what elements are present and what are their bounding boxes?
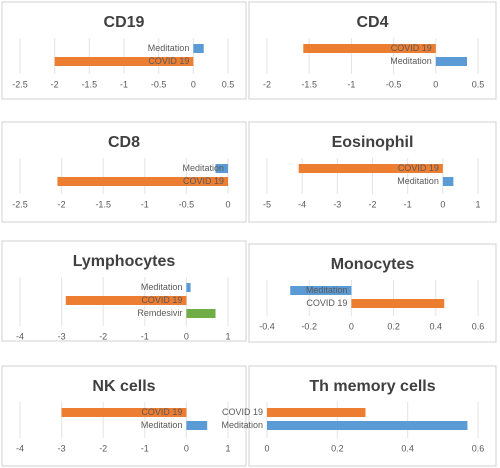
- chart-title: CD4: [356, 14, 388, 31]
- bar: [186, 421, 208, 430]
- x-tick-label: -1.5: [301, 79, 317, 89]
- x-tick-label: -0.5: [151, 79, 167, 89]
- x-tick-label: 0: [433, 79, 438, 89]
- x-tick-label: -1: [120, 79, 128, 89]
- category-label: COVID 19: [183, 176, 224, 186]
- bar: [186, 283, 191, 292]
- x-tick-label: -2: [99, 331, 107, 341]
- bar: [186, 309, 216, 318]
- x-tick-label: 1: [475, 199, 480, 209]
- x-tick-label: -5: [263, 199, 271, 209]
- category-label: COVID 19: [222, 407, 263, 417]
- x-tick-label: -3: [58, 331, 66, 341]
- category-label: COVID 19: [141, 295, 182, 305]
- x-tick-label: 0.6: [472, 443, 485, 453]
- x-tick-label: 0.5: [472, 79, 485, 89]
- x-tick-label: -4: [298, 199, 306, 209]
- bar: [442, 177, 454, 186]
- chart-title: Lymphocytes: [73, 253, 176, 270]
- category-label: Meditation: [306, 285, 348, 295]
- category-label: COVID 19: [398, 163, 439, 173]
- bar: [57, 177, 228, 186]
- x-tick-label: -2: [99, 443, 107, 453]
- category-label: COVID 19: [306, 298, 347, 308]
- x-tick-label: -4: [16, 443, 24, 453]
- category-label: Meditation: [390, 56, 432, 66]
- x-tick-label: -2.5: [12, 79, 28, 89]
- panel: [1, 121, 247, 223]
- category-label: Meditation: [141, 282, 183, 292]
- x-tick-label: -2: [263, 79, 271, 89]
- bar: [65, 296, 187, 305]
- x-tick-label: -0.4: [259, 321, 275, 331]
- chart-title: NK cells: [92, 378, 155, 395]
- x-tick-label: -2.5: [12, 199, 28, 209]
- x-tick-label: -0.5: [179, 199, 195, 209]
- x-tick-label: 0: [225, 199, 230, 209]
- bar: [61, 408, 187, 417]
- chart-title: Th memory cells: [309, 378, 435, 395]
- x-tick-label: 0: [440, 199, 445, 209]
- chart-title: CD19: [104, 14, 145, 31]
- x-tick-label: -4: [16, 331, 24, 341]
- category-label: COVID 19: [391, 43, 432, 53]
- x-tick-label: 0: [191, 79, 196, 89]
- bar: [54, 57, 194, 66]
- category-label: Meditation: [182, 163, 224, 173]
- x-tick-label: 0: [184, 331, 189, 341]
- bar: [267, 408, 366, 417]
- x-tick-label: 0.5: [222, 79, 235, 89]
- x-tick-label: -0.2: [301, 321, 317, 331]
- x-tick-label: -3: [58, 443, 66, 453]
- x-tick-label: -2: [51, 79, 59, 89]
- category-label: COVID 19: [148, 56, 189, 66]
- x-tick-label: 0.6: [472, 321, 485, 331]
- x-tick-label: 0: [264, 443, 269, 453]
- x-tick-label: -1.5: [82, 79, 98, 89]
- chart-title: Monocytes: [331, 256, 415, 273]
- bar: [303, 44, 436, 53]
- x-tick-label: -1: [347, 79, 355, 89]
- x-tick-label: -1: [141, 331, 149, 341]
- x-tick-label: 1: [225, 443, 230, 453]
- x-tick-label: -2: [368, 199, 376, 209]
- x-tick-label: -1: [141, 199, 149, 209]
- bar: [193, 44, 204, 53]
- x-tick-label: -1: [141, 443, 149, 453]
- x-tick-label: 0.2: [387, 321, 400, 331]
- x-tick-label: -0.5: [386, 79, 402, 89]
- x-tick-label: 1: [225, 331, 230, 341]
- bar: [267, 421, 468, 430]
- category-label: Remdesivir: [137, 308, 182, 318]
- x-tick-label: 0.4: [401, 443, 414, 453]
- panel: [248, 243, 497, 343]
- bar: [215, 164, 228, 173]
- x-tick-label: -3: [333, 199, 341, 209]
- x-tick-label: -1: [404, 199, 412, 209]
- chart-title: Eosinophil: [332, 134, 414, 151]
- bar: [435, 57, 468, 66]
- category-label: Meditation: [221, 420, 263, 430]
- bar: [351, 299, 445, 308]
- category-label: Meditation: [397, 176, 439, 186]
- x-tick-label: 0.2: [331, 443, 344, 453]
- x-tick-label: 0: [349, 321, 354, 331]
- bar: [298, 164, 443, 173]
- bar: [290, 286, 352, 295]
- x-tick-label: 0.4: [430, 321, 443, 331]
- panel: [1, 240, 247, 342]
- category-label: COVID 19: [141, 407, 182, 417]
- category-label: Meditation: [148, 43, 190, 53]
- x-tick-label: -2: [58, 199, 66, 209]
- x-tick-label: 0: [184, 443, 189, 453]
- category-label: Meditation: [141, 420, 183, 430]
- x-tick-label: -1.5: [95, 199, 111, 209]
- chart-title: CD8: [108, 134, 140, 151]
